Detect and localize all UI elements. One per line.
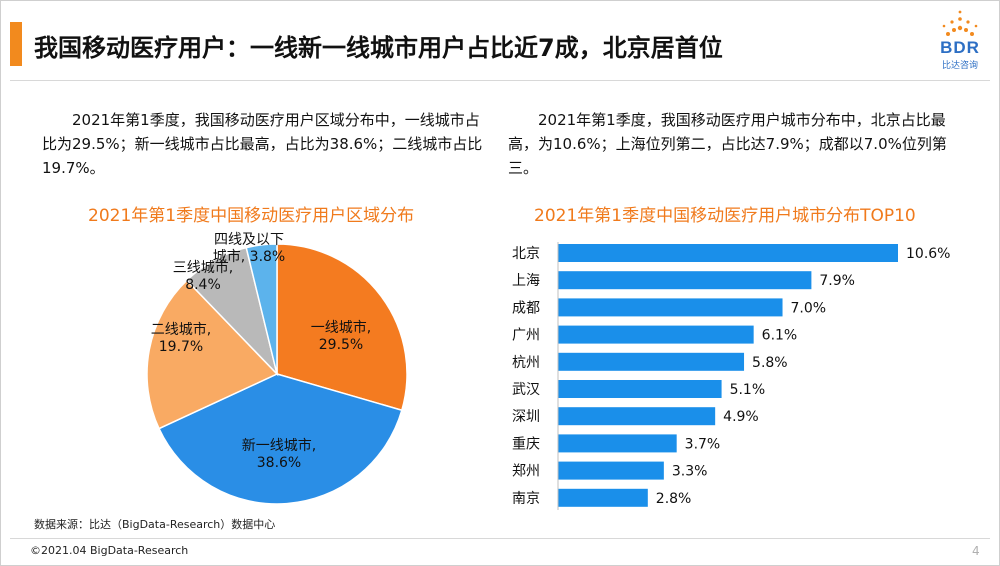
left-summary-content: 2021年第1季度，我国移动医疗用户区域分布中，一线城市占比为29.5%；新一线… — [42, 111, 483, 177]
right-summary-text: 2021年第1季度，我国移动医疗用户城市分布中，北京占比最高，为10.6%；上海… — [508, 108, 948, 180]
bar-category-label-9: 南京 — [512, 491, 540, 507]
bar-value-label-5: 5.1% — [730, 382, 766, 398]
bar-4 — [558, 352, 745, 371]
bar-category-label-8: 郑州 — [512, 464, 540, 480]
bar-5 — [558, 380, 722, 398]
pie-slice-label-3: 三线城市, 8.4% — [173, 259, 233, 293]
bar-category-label-6: 深圳 — [512, 409, 540, 425]
bar-value-label-9: 2.8% — [656, 491, 692, 507]
bar-category-label-4: 杭州 — [512, 355, 540, 371]
bar-category-label-2: 成都 — [512, 300, 540, 316]
bar-0 — [558, 244, 898, 262]
bar-category-label-0: 北京 — [512, 246, 540, 262]
bar-chart: 北京 10.6% 上海 7.9% 成都 7.0% 广州 6.1% 杭州 5.8% 武汉 5.1% 深圳 4… — [512, 242, 950, 510]
bar-6 — [558, 407, 716, 426]
bar-value-label-7: 3.7% — [685, 436, 721, 452]
pie-slice-label-0: 一线城市, 29.5% — [311, 319, 371, 353]
bar-7 — [558, 434, 677, 453]
header-divider — [10, 80, 990, 81]
pie-chart: 一线城市, 29.5% 新一线城市, 38.6% 二线城市, 19.7% 三线城市, 8.4%… — [146, 232, 408, 505]
logo-dots-icon — [942, 10, 978, 36]
pie-slice-label-1: 新一线城市, 38.6% — [242, 437, 316, 471]
copyright-footer: ©2021.04 BigData-Research — [30, 544, 189, 557]
logo-subtext: 比达咨询 — [941, 61, 978, 71]
bar-chart-title: 2021年第1季度中国移动医疗用户城市分布TOP10 — [534, 206, 916, 226]
bar-8 — [558, 461, 664, 480]
pie-slice-1 — [158, 373, 403, 505]
bdr-logo: BDR 比达咨询 — [928, 10, 992, 72]
bar-category-label-5: 武汉 — [512, 382, 540, 398]
pie-slice-label-4: 四线及以下城市, 3.8% — [213, 232, 285, 265]
title-accent-bar — [10, 22, 22, 66]
bar-value-label-6: 4.9% — [723, 409, 759, 425]
logo-text: BDR — [940, 38, 980, 57]
bar-2 — [558, 298, 783, 317]
bar-category-label-7: 重庆 — [512, 436, 540, 452]
left-summary-text: 2021年第1季度，我国移动医疗用户区域分布中，一线城市占比为29.5%；新一线… — [42, 108, 492, 180]
bar-value-label-0: 10.6% — [906, 246, 950, 262]
pie-slice-0 — [276, 243, 408, 412]
bar-value-label-3: 6.1% — [762, 328, 798, 344]
pie-slice-4 — [245, 243, 278, 375]
bar-category-label-1: 上海 — [512, 273, 540, 289]
pie-chart-title: 2021年第1季度中国移动医疗用户区域分布 — [88, 206, 415, 226]
pie-slice-2 — [146, 279, 279, 430]
footer-divider — [10, 538, 990, 539]
bar-1 — [558, 271, 812, 290]
bar-category-label-3: 广州 — [512, 328, 540, 344]
pie-slice-label-2: 二线城市, 19.7% — [151, 321, 211, 355]
page-number: 4 — [972, 544, 980, 558]
page-title: 我国移动医疗用户：一线新一线城市用户占比近7成，北京居首位 — [34, 34, 723, 62]
bar-9 — [558, 488, 648, 507]
bar-value-label-4: 5.8% — [752, 355, 788, 371]
bar-3 — [558, 325, 754, 344]
right-summary-content: 2021年第1季度，我国移动医疗用户城市分布中，北京占比最高，为10.6%；上海… — [508, 111, 947, 177]
data-source-note: 数据来源：比达（BigData-Research）数据中心 — [34, 518, 276, 531]
bar-value-label-8: 3.3% — [672, 464, 708, 480]
bar-value-label-1: 7.9% — [819, 273, 855, 289]
bar-value-label-2: 7.0% — [791, 300, 827, 316]
